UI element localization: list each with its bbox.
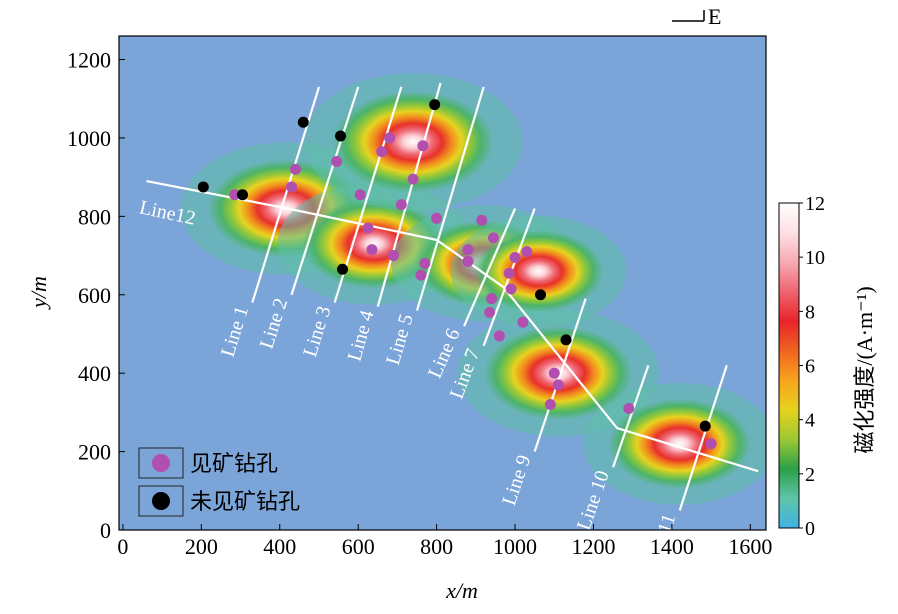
ore-hole-marker	[417, 140, 429, 152]
anomaly-3	[332, 90, 494, 193]
profile-line-10	[678, 364, 728, 511]
colorbar-label: 磁化强度/(A·m⁻¹)	[852, 286, 877, 453]
ore-hole-marker	[493, 330, 505, 342]
direction-label: E	[708, 4, 721, 29]
ore-hole-marker	[289, 163, 301, 175]
colorbar-tick-label: 12	[805, 193, 825, 215]
ore-hole-marker	[376, 146, 388, 158]
profile-line-2	[290, 86, 360, 296]
axes: 0 200 400 600 800 1000 1200 1400 1600 0 200 400 600 8…	[67, 48, 772, 559]
x-tick-label: 800	[420, 534, 453, 559]
ore-hole-marker	[407, 173, 419, 185]
legend-swatch-box	[138, 447, 184, 479]
ore-hole-marker	[366, 244, 378, 256]
no-ore-hole-marker	[699, 420, 711, 432]
no-ore-hole-marker	[337, 263, 349, 275]
x-tick-label: 1600	[728, 534, 772, 559]
x-tick-label: 0	[117, 534, 128, 559]
ore-hole-marker	[331, 155, 343, 167]
y-tick-label: 1200	[67, 48, 111, 73]
ore-hole-marker	[521, 246, 533, 258]
ore-hole-marker	[548, 367, 560, 379]
ore-hole-marker	[462, 244, 474, 256]
colorbar: 0 2 4 6 8 10 12	[778, 193, 825, 540]
profile-line-9	[612, 364, 650, 468]
x-tick-label: 1200	[571, 534, 615, 559]
x-tick-label: 400	[263, 534, 296, 559]
colorbar-tick-label: 10	[805, 247, 825, 269]
ore-hole-marker	[552, 379, 564, 391]
ore-hole-marker	[415, 269, 427, 281]
no-ore-hole-marker	[237, 189, 249, 201]
y-tick-label: 200	[78, 440, 111, 465]
colorbar-tick-label: 2	[805, 464, 815, 486]
colorbar-tick-label: 6	[805, 356, 815, 378]
y-tick-label: 400	[78, 361, 111, 386]
y-tick-label: 0	[100, 518, 111, 543]
y-tick-label: 600	[78, 283, 111, 308]
ore-hole-marker	[484, 306, 496, 318]
ore-hole-marker	[705, 438, 717, 450]
ore-hole-marker	[505, 283, 517, 295]
colorbar-tick-label: 0	[805, 518, 815, 540]
x-tick-label: 200	[185, 534, 218, 559]
profile-line-8	[533, 298, 587, 452]
ore-hole-marker	[476, 214, 488, 226]
colorbar-tick-label: 4	[805, 410, 815, 432]
x-tick-label: 600	[342, 534, 375, 559]
ore-hole-marker	[387, 250, 399, 262]
y-tick-label: 800	[78, 204, 111, 229]
ore-hole-marker	[462, 255, 474, 267]
ore-hole-marker	[517, 316, 529, 328]
anomaly-7	[608, 398, 752, 489]
legend-marker	[152, 454, 170, 472]
x-tick-label: 1400	[650, 534, 694, 559]
colorbar-tick-label: 8	[805, 301, 815, 323]
no-ore-hole-marker	[560, 334, 572, 346]
ore-hole-marker	[362, 222, 374, 234]
ore-hole-marker	[354, 189, 366, 201]
ore-hole-marker	[509, 252, 521, 264]
ore-hole-marker	[286, 181, 298, 193]
legend-label: 见矿钻孔	[190, 451, 278, 476]
no-ore-hole-marker	[535, 289, 547, 301]
profile-line-5	[415, 86, 485, 311]
legend-label: 未见矿钻孔	[190, 489, 300, 514]
ore-hole-marker	[623, 402, 635, 414]
plot-frame	[118, 35, 767, 531]
ore-hole-marker	[503, 267, 515, 279]
ore-hole-marker	[229, 189, 241, 201]
ore-hole-marker	[544, 399, 556, 411]
no-ore-hole-marker	[297, 116, 309, 128]
profile-line-4	[376, 82, 442, 307]
no-ore-hole-marker	[429, 99, 441, 111]
y-axis-label: y/m	[26, 276, 51, 310]
drill-holes-layer	[197, 99, 717, 450]
direction-indicator: E	[672, 4, 721, 29]
x-axis-label: x/m	[445, 578, 478, 603]
ore-hole-marker	[431, 212, 443, 224]
y-tick-label: 1000	[67, 126, 111, 151]
ore-hole-marker	[486, 293, 498, 305]
colorbar-scale	[778, 202, 800, 529]
ore-hole-marker	[384, 132, 396, 144]
no-ore-hole-marker	[197, 181, 209, 193]
x-tick-label: 1000	[493, 534, 537, 559]
legend-marker	[152, 492, 170, 510]
legend-swatch-box	[138, 485, 184, 517]
profile-line-6	[463, 208, 517, 327]
ore-hole-marker	[419, 257, 431, 269]
ore-hole-marker	[487, 232, 499, 244]
no-ore-hole-marker	[335, 130, 347, 142]
ore-hole-marker	[395, 199, 407, 211]
